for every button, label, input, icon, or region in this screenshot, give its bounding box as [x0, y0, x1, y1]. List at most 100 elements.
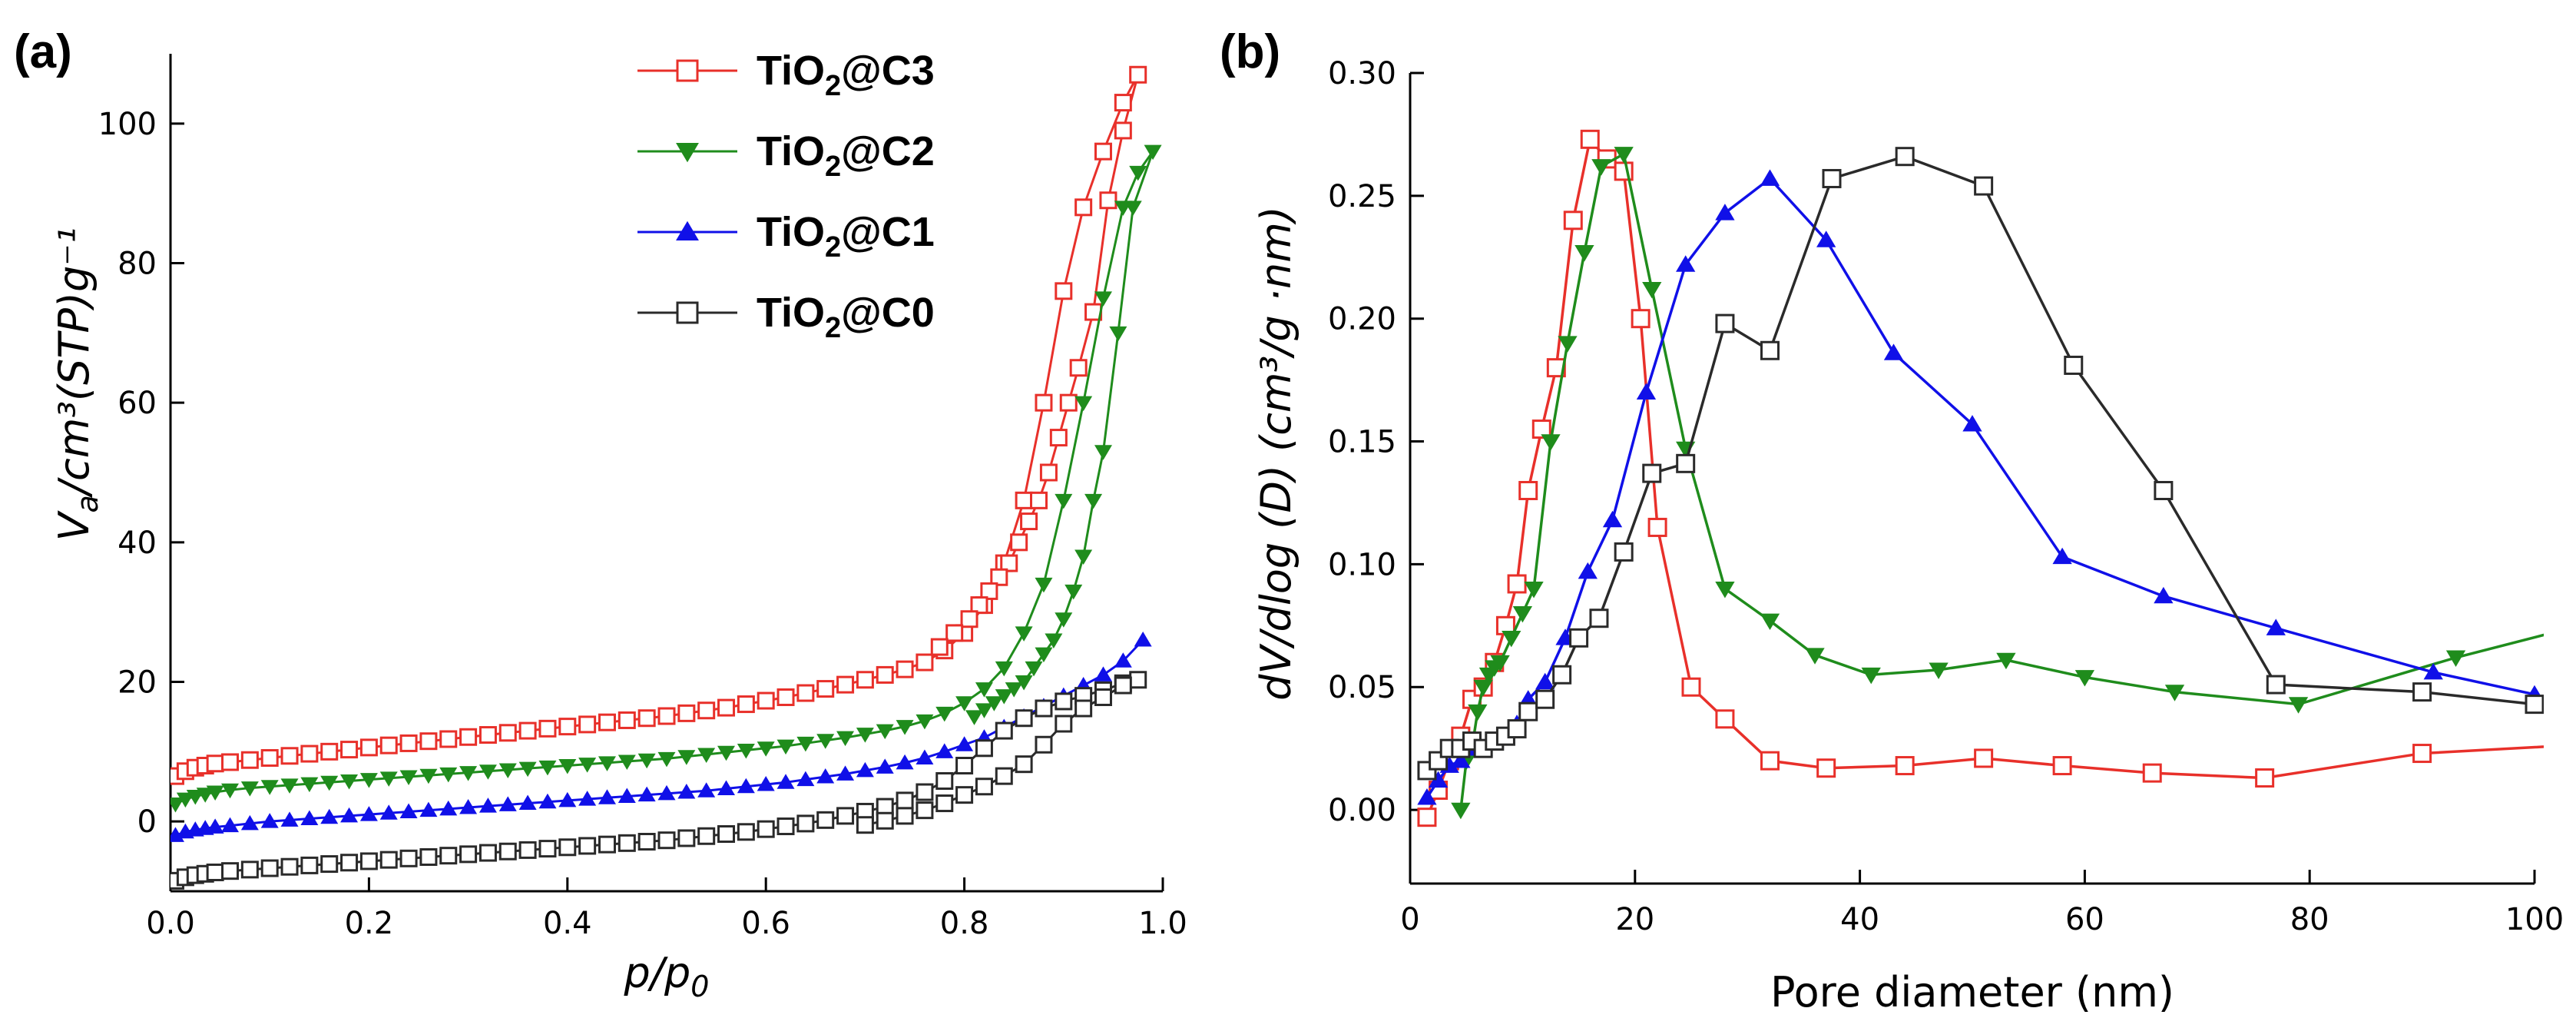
panel-a-x-title: p/p0: [624, 949, 710, 1003]
data-point: [518, 721, 537, 740]
data-point: [1134, 632, 1152, 647]
data-point: [856, 671, 874, 689]
series-line: [174, 638, 1144, 837]
data-point: [1451, 802, 1471, 820]
data-point: [1569, 628, 1589, 648]
data-point: [737, 778, 755, 794]
panel-b-y-tick-label: 0.20: [1328, 302, 1396, 337]
data-point: [990, 568, 1008, 586]
data-point: [816, 680, 835, 698]
data-point: [1563, 211, 1583, 230]
data-point: [240, 861, 259, 879]
data-point: [280, 857, 299, 876]
data-point: [1636, 383, 1657, 400]
data-point: [836, 675, 855, 694]
panel-b-series-tioc2: [1451, 147, 2544, 820]
data-point: [2074, 670, 2095, 687]
data-point: [1642, 463, 1662, 483]
data-point: [399, 770, 418, 786]
data-point: [677, 784, 696, 799]
data-point: [1049, 429, 1068, 447]
panel-b-x-tick-label: 40: [1840, 902, 1879, 937]
data-point: [1099, 191, 1117, 210]
panel-label-b: (b): [1220, 25, 1280, 78]
data-point: [1144, 144, 1162, 161]
data-point: [1895, 756, 1915, 776]
data-point: [796, 771, 815, 787]
panel-b-axes: [1409, 73, 2535, 885]
data-point: [1895, 147, 1915, 167]
data-point: [995, 689, 1013, 705]
data-point: [2266, 675, 2286, 695]
data-point: [538, 719, 557, 738]
data-point: [260, 813, 279, 828]
data-point: [1996, 652, 2016, 670]
data-point: [359, 806, 378, 821]
panel-b-y-title: dV/dlog (D) (cm³/g ·nm): [1252, 206, 1300, 701]
legend-label-sub: 2: [825, 231, 841, 264]
panel-b-x-tick-label: 100: [2505, 902, 2564, 937]
data-point: [300, 856, 319, 874]
panel-b-series-tioc3: [1417, 129, 2544, 827]
legend-label-sub: 2: [825, 312, 841, 344]
data-point: [1676, 255, 1696, 272]
data-point: [1580, 129, 1600, 149]
panel-b-series-tioc1: [1417, 169, 2544, 805]
data-point: [816, 811, 835, 829]
data-point: [1974, 176, 1994, 196]
data-point: [930, 638, 949, 656]
data-point: [757, 820, 775, 838]
panel-label-a: (a): [14, 25, 72, 78]
data-point: [816, 734, 835, 749]
data-point: [916, 714, 934, 730]
data-point: [359, 773, 378, 788]
panel-a-series: [171, 65, 1162, 890]
data-point: [1541, 434, 1561, 451]
data-point: [240, 751, 259, 769]
data-point: [1929, 662, 1949, 679]
data-point: [697, 827, 716, 845]
data-point: [419, 732, 438, 751]
legend-marker: [676, 221, 699, 241]
data-point: [637, 833, 656, 851]
data-point: [717, 698, 736, 717]
data-point: [796, 684, 815, 702]
data-point: [896, 754, 914, 770]
panel-a-x-title-main: p/p: [624, 949, 691, 997]
data-point: [896, 660, 914, 678]
data-point: [498, 842, 517, 861]
data-point: [340, 854, 359, 872]
panel-a-y-title-rest: /cm³(STP)g⁻¹: [50, 227, 98, 499]
data-point: [1816, 230, 1836, 247]
panel-b-series-tioc0: [1417, 147, 2544, 781]
data-point: [1114, 652, 1132, 668]
data-point: [985, 696, 1003, 711]
panel-a-x-tick-label: 0.8: [940, 906, 989, 941]
data-point: [1883, 343, 1904, 360]
legend-entry: TiO2@C1: [637, 209, 935, 264]
data-point: [1055, 282, 1073, 300]
data-point: [1546, 358, 1566, 378]
data-point: [1065, 584, 1083, 600]
data-point: [439, 847, 458, 865]
data-point: [737, 744, 755, 759]
data-point: [1822, 168, 1842, 188]
data-point: [578, 758, 597, 773]
data-point: [206, 785, 224, 801]
data-point: [935, 743, 954, 758]
panel-b-ticks: 0 20 40 60 80 100 0.00 0.05 0.10 0.15 0.20 0.25 0.30: [1328, 56, 2564, 937]
data-point: [836, 807, 855, 825]
data-point: [221, 753, 240, 771]
data-point: [2154, 480, 2174, 500]
data-point: [1760, 751, 1780, 771]
data-point: [618, 788, 636, 803]
data-point: [1094, 666, 1112, 681]
data-point: [399, 734, 418, 752]
legend-label-sub: 2: [825, 151, 841, 183]
data-point: [916, 801, 934, 820]
data-point: [1518, 701, 1538, 721]
data-point: [1030, 491, 1048, 509]
data-point: [836, 731, 855, 747]
data-point: [1974, 748, 1994, 768]
